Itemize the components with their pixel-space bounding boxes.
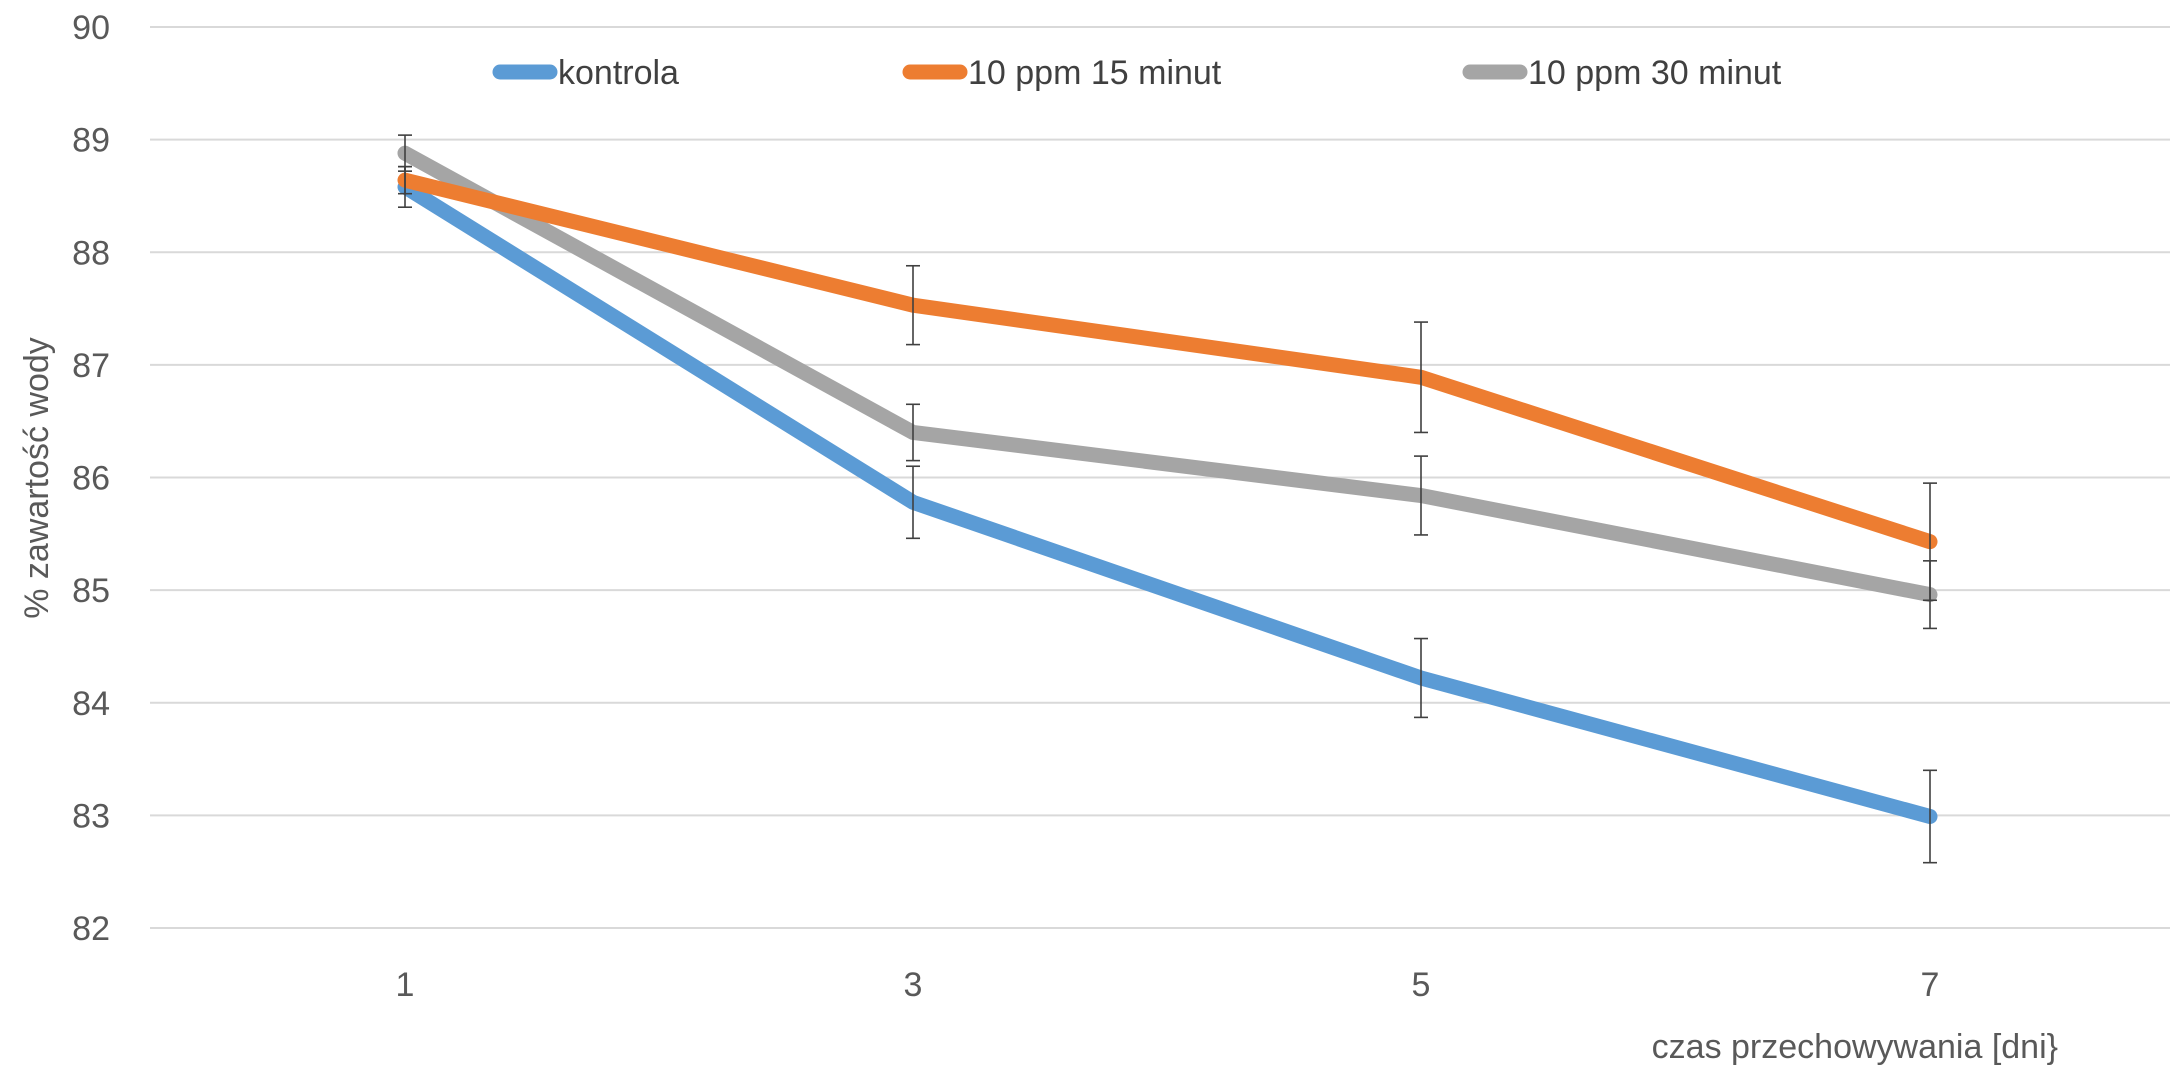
y-axis-ticks: 82 83 84 85 86 87 88 89 90 xyxy=(72,9,110,948)
y-tick-label: 83 xyxy=(72,797,110,835)
error-bar xyxy=(906,403,920,462)
error-bars xyxy=(398,134,1937,864)
x-axis-ticks: 1 3 5 7 xyxy=(396,966,1940,1004)
error-bar xyxy=(398,134,412,172)
x-tick-label: 7 xyxy=(1921,966,1940,1004)
y-tick-label: 85 xyxy=(72,572,110,610)
legend-label: kontrola xyxy=(558,54,679,92)
series-line-kontrola xyxy=(397,179,1938,825)
error-bar xyxy=(1923,769,1937,864)
y-axis-title: % zawartość wody xyxy=(18,337,56,619)
error-bar xyxy=(1923,560,1937,630)
x-tick-label: 5 xyxy=(1412,966,1431,1004)
legend: kontrola 10 ppm 15 minut 10 ppm 30 minut xyxy=(492,54,1782,92)
series-lines xyxy=(397,145,1938,825)
y-tick-label: 90 xyxy=(72,9,110,47)
legend-item: kontrola xyxy=(492,54,679,92)
legend-item: 10 ppm 15 minut xyxy=(902,54,1222,92)
y-tick-label: 86 xyxy=(72,460,110,498)
legend-label: 10 ppm 30 minut xyxy=(1528,54,1782,92)
error-bar xyxy=(906,264,920,346)
y-tick-label: 89 xyxy=(72,122,110,160)
y-tick-label: 88 xyxy=(72,234,110,272)
legend-item: 10 ppm 30 minut xyxy=(1462,54,1782,92)
error-bar xyxy=(1414,637,1428,719)
y-tick-label: 87 xyxy=(72,347,110,385)
gridlines xyxy=(150,26,2170,929)
error-bar xyxy=(1414,455,1428,536)
error-bar xyxy=(1414,321,1428,434)
x-tick-label: 3 xyxy=(904,966,923,1004)
series-line-10-ppm-30-minut xyxy=(397,145,1938,603)
y-tick-label: 82 xyxy=(72,910,110,948)
x-axis-title: czas przechowywania [dni} xyxy=(1652,1028,2058,1066)
legend-label: 10 ppm 15 minut xyxy=(968,54,1222,92)
error-bar xyxy=(906,465,920,540)
y-tick-label: 84 xyxy=(72,685,110,723)
x-tick-label: 1 xyxy=(396,966,415,1004)
series-line-10-ppm-15-minut xyxy=(397,172,1938,550)
